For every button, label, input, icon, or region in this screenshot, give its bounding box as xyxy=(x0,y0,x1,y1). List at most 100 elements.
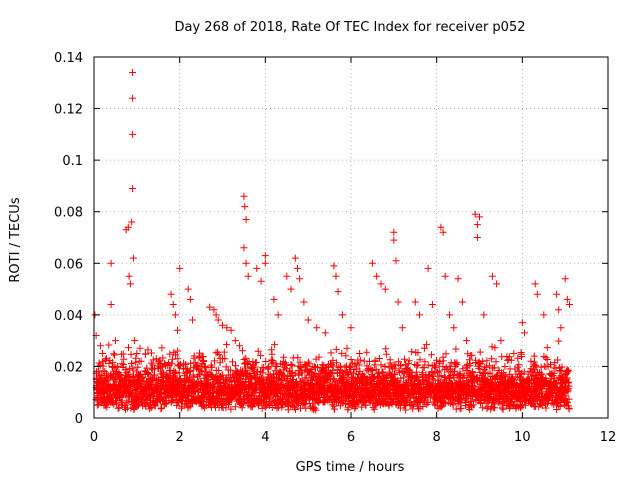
data-point xyxy=(186,366,194,374)
data-point xyxy=(231,337,239,345)
data-point xyxy=(371,356,379,364)
data-point xyxy=(505,353,513,361)
data-point xyxy=(332,272,340,280)
data-point xyxy=(491,404,499,412)
data-point xyxy=(132,354,140,362)
chart-title: Day 268 of 2018, Rate Of TEC Index for r… xyxy=(175,20,526,35)
data-point xyxy=(158,404,166,412)
data-point xyxy=(172,351,180,359)
data-point xyxy=(465,356,473,364)
data-point xyxy=(566,301,573,308)
data-point xyxy=(242,259,250,267)
data-point xyxy=(244,272,252,280)
data-point xyxy=(270,295,278,303)
data-point xyxy=(427,351,435,359)
data-point xyxy=(137,357,145,365)
data-point xyxy=(288,361,296,369)
data-point xyxy=(377,361,385,369)
data-point xyxy=(382,350,390,358)
data-point xyxy=(381,285,389,293)
y-axis-label: ROTI / TECUs xyxy=(8,197,23,282)
data-point xyxy=(252,358,260,366)
data-point xyxy=(248,379,256,387)
data-point xyxy=(291,369,299,377)
data-point xyxy=(101,368,109,376)
data-point xyxy=(408,348,416,356)
data-point xyxy=(189,316,196,324)
data-point xyxy=(564,368,572,376)
data-point xyxy=(514,354,522,362)
data-point xyxy=(544,362,552,370)
data-point xyxy=(437,223,445,231)
data-point xyxy=(231,403,239,411)
y-tick-label: 0.04 xyxy=(54,309,83,324)
data-point xyxy=(391,365,399,373)
data-point xyxy=(480,311,488,319)
data-point xyxy=(122,399,130,407)
data-point xyxy=(464,350,472,358)
data-point xyxy=(491,344,499,352)
data-point xyxy=(435,367,443,375)
data-point xyxy=(395,358,402,366)
data-point xyxy=(215,367,223,374)
data-point xyxy=(453,361,461,369)
data-point xyxy=(120,355,128,363)
data-point xyxy=(269,358,277,366)
data-point xyxy=(133,350,141,357)
data-point xyxy=(476,348,484,356)
data-point xyxy=(124,223,132,231)
data-point xyxy=(103,403,111,411)
data-point xyxy=(221,355,229,363)
data-point xyxy=(229,358,236,366)
data-point xyxy=(176,264,184,272)
data-point xyxy=(186,295,194,303)
data-point xyxy=(450,324,458,332)
data-point xyxy=(257,352,265,360)
data-point xyxy=(235,375,243,383)
data-point xyxy=(195,354,203,362)
data-point xyxy=(412,368,420,376)
data-point xyxy=(506,402,514,410)
data-point xyxy=(309,384,317,392)
data-point xyxy=(527,357,535,365)
data-point xyxy=(272,392,280,400)
data-point xyxy=(128,360,135,367)
data-point xyxy=(452,360,460,368)
data-point xyxy=(129,69,137,76)
data-point xyxy=(338,349,346,357)
data-point xyxy=(107,259,115,267)
data-point xyxy=(331,405,338,413)
x-tick-label: 6 xyxy=(347,430,355,445)
data-point xyxy=(394,298,402,306)
data-point xyxy=(424,361,432,369)
data-point xyxy=(490,364,498,372)
data-point xyxy=(542,354,550,362)
data-point xyxy=(556,402,564,410)
data-point xyxy=(144,346,152,354)
data-point xyxy=(493,280,501,288)
data-point xyxy=(328,361,336,369)
data-point xyxy=(158,344,166,352)
data-point xyxy=(553,290,561,298)
data-point xyxy=(431,362,439,370)
data-point xyxy=(439,357,447,365)
data-point xyxy=(352,365,360,373)
data-point xyxy=(416,356,424,364)
data-point xyxy=(419,403,427,410)
data-point xyxy=(126,280,134,288)
data-point xyxy=(543,356,551,363)
data-point xyxy=(565,395,573,403)
data-point xyxy=(432,363,440,371)
data-point xyxy=(531,280,539,288)
data-point xyxy=(383,374,390,381)
data-point xyxy=(390,228,398,236)
data-point xyxy=(373,272,381,280)
data-point xyxy=(358,403,366,411)
data-point xyxy=(343,344,351,352)
data-point xyxy=(208,363,216,371)
data-point xyxy=(211,357,218,365)
data-point xyxy=(488,272,496,280)
data-point xyxy=(332,345,340,353)
data-point xyxy=(414,361,422,369)
